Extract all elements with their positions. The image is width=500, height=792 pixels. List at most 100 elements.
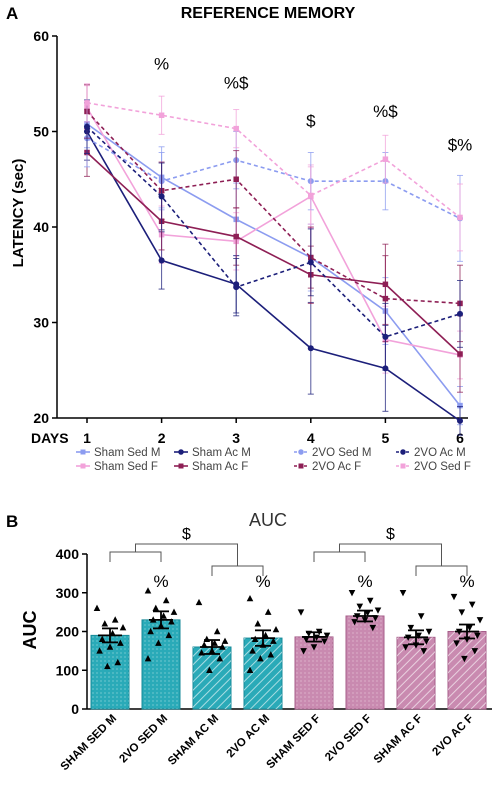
data-point	[474, 632, 481, 639]
data-point	[233, 176, 239, 182]
series-line	[86, 126, 461, 338]
bracket-left	[313, 551, 366, 562]
significance-mark: %	[153, 572, 168, 591]
legend-swatch-marker	[298, 449, 304, 455]
y-tick-label: 20	[33, 410, 49, 426]
y-tick-label: 60	[33, 28, 49, 44]
legend-label: 2VO Sed M	[312, 447, 371, 459]
series-line	[86, 102, 461, 219]
significance-mark: %	[459, 572, 474, 591]
data-point	[249, 647, 256, 654]
x-tick-label: 2	[158, 430, 166, 446]
data-point	[206, 666, 213, 673]
data-point	[382, 333, 389, 340]
legend-label: Sham Sed F	[94, 461, 158, 473]
y-tick-label: 50	[33, 124, 49, 140]
data-point	[144, 587, 152, 594]
data-point	[457, 402, 463, 409]
data-point	[165, 631, 173, 639]
significance-mark: %	[255, 572, 270, 591]
series-line	[86, 110, 461, 305]
bracket-top	[339, 543, 442, 566]
category-label: SHAM AC M	[166, 713, 221, 768]
legend-swatch-marker	[178, 463, 184, 469]
legend-item: Sham Sed F	[76, 461, 158, 473]
series-line	[86, 151, 461, 355]
significance-mark: %	[154, 54, 169, 73]
series-sham-sed-m	[84, 99, 463, 426]
data-point	[450, 593, 458, 601]
panel-b-ylabel: AUC	[20, 611, 40, 650]
data-point	[162, 596, 170, 604]
panel-b-title: AUC	[249, 510, 287, 530]
data-point	[221, 637, 229, 644]
significance-mark: $	[306, 112, 316, 131]
bar-texture	[448, 631, 486, 709]
y-tick-label: 400	[56, 546, 80, 562]
data-point	[423, 638, 430, 645]
category-label: 2VO SED M	[117, 713, 170, 766]
data-point	[93, 604, 101, 611]
bracket-top	[135, 543, 238, 566]
significance-mark: %$	[373, 102, 398, 121]
data-point	[407, 624, 415, 632]
line-chart-legend: Sham Sed M Sham Ac M 2VO Sed M 2VO Ac M Sham…	[76, 447, 471, 473]
legend-label: 2VO Sed F	[414, 461, 471, 473]
data-point	[155, 639, 162, 646]
line-chart-annotations: % %$ $ %$ $%	[154, 54, 472, 154]
panel-b-letter: B	[6, 512, 18, 531]
data-point	[101, 620, 109, 627]
data-point	[264, 608, 272, 615]
data-point	[308, 192, 314, 199]
data-point	[302, 636, 310, 643]
x-tick-label: 6	[456, 430, 464, 446]
data-point	[83, 123, 91, 130]
data-point	[468, 601, 476, 608]
data-point	[307, 345, 314, 352]
data-point	[168, 618, 175, 625]
data-point	[300, 648, 307, 655]
data-point	[257, 655, 264, 662]
data-point	[233, 284, 240, 291]
data-point	[119, 624, 127, 631]
data-point	[203, 635, 211, 642]
legend-label: Sham Sed M	[94, 447, 160, 459]
bar-chart-annotations: %%% % $ $	[109, 526, 475, 591]
data-point	[456, 310, 464, 317]
legend-item: Sham Ac M	[174, 447, 251, 459]
legend-item: 2VO Sed F	[396, 461, 471, 473]
y-tick-label: 30	[33, 315, 49, 331]
line-chart-series	[83, 83, 464, 436]
category-label: SHAM SED M	[59, 713, 119, 773]
data-point	[233, 233, 239, 240]
x-tick-label: 5	[382, 430, 390, 446]
data-point	[476, 617, 484, 624]
significance-mark: %$	[224, 74, 249, 93]
data-point	[366, 597, 374, 605]
bar-texture	[142, 619, 180, 709]
data-point	[147, 627, 154, 635]
x-tick-label: 3	[232, 430, 240, 446]
data-point	[461, 655, 468, 663]
x-tick-label: 4	[307, 430, 315, 446]
data-point	[104, 662, 111, 670]
data-point	[364, 610, 371, 617]
data-point	[356, 603, 364, 610]
y-tick-label: 0	[71, 701, 79, 717]
data-point	[198, 649, 205, 656]
data-point	[351, 619, 358, 626]
data-point	[457, 351, 463, 357]
data-point	[399, 590, 407, 597]
legend-label: Sham Ac F	[192, 461, 248, 473]
data-point	[323, 632, 331, 639]
panel-a-ylabel: LATENCY (sec)	[10, 159, 27, 268]
data-point	[374, 607, 382, 614]
panel-a-xlabel: DAYS	[31, 430, 69, 446]
data-point	[297, 609, 305, 616]
category-label: SHAM AC F	[372, 713, 425, 766]
x-tick-label: 1	[83, 430, 91, 446]
data-point	[382, 156, 389, 162]
series-sham-ac-m	[83, 102, 464, 436]
